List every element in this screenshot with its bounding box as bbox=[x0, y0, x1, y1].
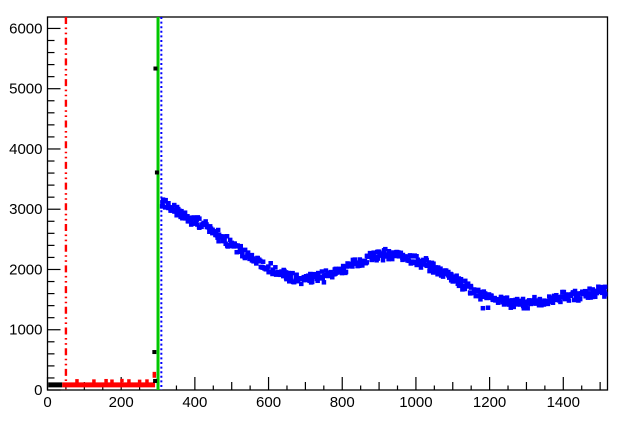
spike-markers-black bbox=[152, 66, 159, 383]
x-axis: 0 200 400 600 800 1000 1200 1400 bbox=[43, 377, 601, 411]
y-axis: 0 1000 2000 3000 4000 5000 6000 bbox=[9, 20, 61, 399]
x-tick-label: 600 bbox=[256, 394, 281, 411]
x-tick-label: 1000 bbox=[399, 394, 432, 411]
x-tick-label: 800 bbox=[330, 394, 355, 411]
x-tick-label: 1400 bbox=[547, 394, 580, 411]
plot-frame bbox=[46, 16, 609, 391]
y-tick-label: 6000 bbox=[9, 20, 42, 37]
pedestal-red-markers bbox=[75, 371, 157, 384]
y-tick-label: 2000 bbox=[9, 261, 42, 278]
y-tick-label: 3000 bbox=[9, 201, 42, 218]
y-tick-label: 4000 bbox=[9, 141, 42, 158]
y-tick-label: 5000 bbox=[9, 81, 42, 98]
x-tick-label: 1200 bbox=[473, 394, 506, 411]
y-tick-label: 0 bbox=[34, 382, 42, 399]
signal-scatter bbox=[159, 197, 608, 311]
x-tick-label: 400 bbox=[182, 394, 207, 411]
x-tick-label: 200 bbox=[109, 394, 134, 411]
x-tick-label: 0 bbox=[43, 394, 51, 411]
y-tick-label: 1000 bbox=[9, 322, 42, 339]
